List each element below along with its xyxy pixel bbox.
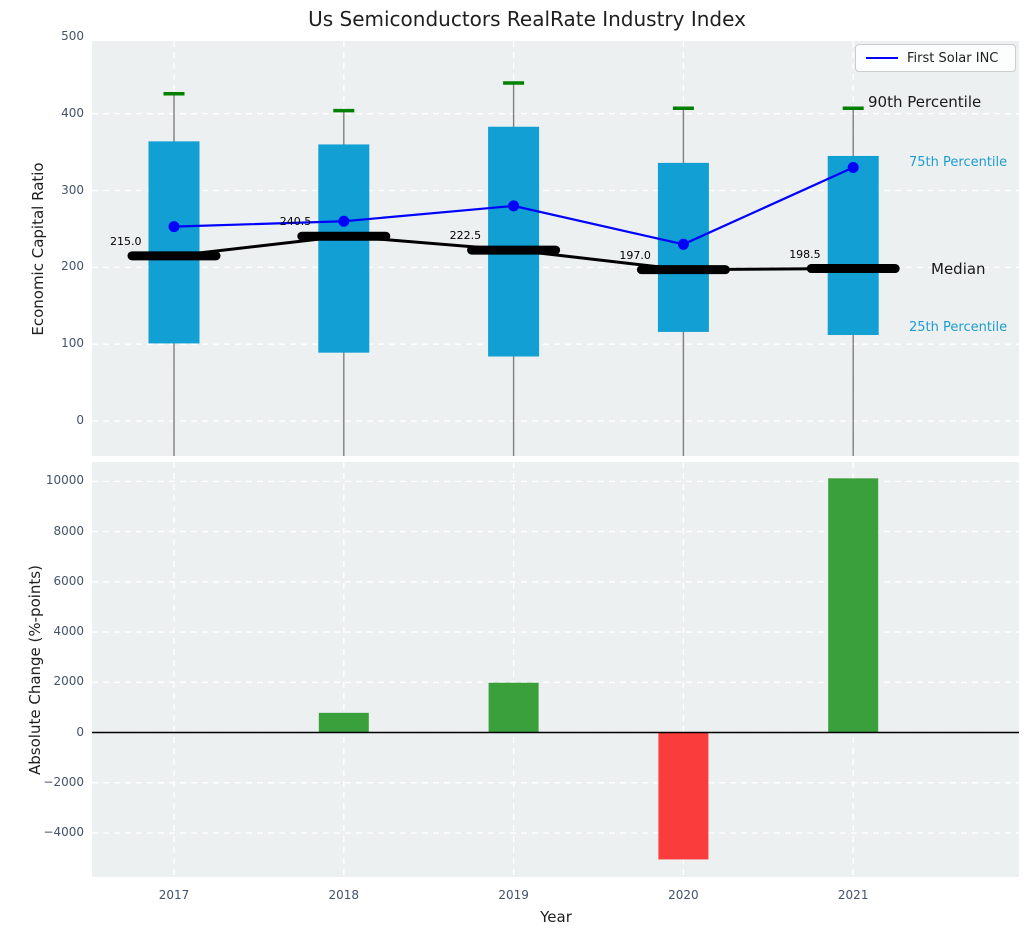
change-bar-2018 xyxy=(318,712,369,733)
first-solar-point-2020 xyxy=(677,238,689,250)
top-ytick-0: 0 xyxy=(76,413,84,428)
change-bar-2021 xyxy=(828,478,879,733)
annotation-90th-percentile: 90th Percentile xyxy=(868,93,982,111)
chart-title: Us Semiconductors RealRate Industry Inde… xyxy=(308,7,746,31)
first-solar-point-2018 xyxy=(338,215,350,227)
top-ytick-300: 300 xyxy=(61,182,84,197)
median-value-label-2018: 240.5 xyxy=(279,215,312,229)
bottom-ytick-4000: 4000 xyxy=(53,624,84,639)
top-y-axis-label: Economic Capital Ratio xyxy=(29,162,47,336)
legend[interactable]: First Solar INC xyxy=(855,44,1016,72)
change-bar-2020 xyxy=(658,732,709,860)
bottom-axes-background xyxy=(92,462,1019,877)
first-solar-point-2017 xyxy=(168,221,180,233)
first-solar-point-2019 xyxy=(508,200,520,212)
bottom-y-axis-label: Absolute Change (%-points) xyxy=(26,565,44,775)
percentile-box-2018 xyxy=(318,144,370,353)
legend-line-sample-icon xyxy=(866,57,898,59)
annotation-median: Median xyxy=(931,260,986,278)
legend-entry-first-solar: First Solar INC xyxy=(907,50,999,66)
bottom-ytick-8000: 8000 xyxy=(53,523,84,538)
bottom-ytick-10000: 10000 xyxy=(45,473,84,488)
top-ytick-200: 200 xyxy=(61,259,84,274)
median-value-label-2021: 198.5 xyxy=(789,247,821,261)
bottom-ytick-6000: 6000 xyxy=(53,573,84,588)
top-ytick-400: 400 xyxy=(61,105,84,120)
percentile-box-2017 xyxy=(148,141,200,344)
annotation-75th-percentile: 75th Percentile xyxy=(909,155,1008,170)
top-ytick-500: 500 xyxy=(61,28,84,43)
annotation-25th-percentile: 25th Percentile xyxy=(909,320,1008,335)
xtick-2021: 2021 xyxy=(837,888,869,902)
percentile-box-2019 xyxy=(488,126,540,357)
x-axis-label: Year xyxy=(540,908,572,926)
change-bar-2019 xyxy=(488,682,539,733)
xtick-2017: 2017 xyxy=(158,888,190,902)
top-ytick-100: 100 xyxy=(61,336,84,351)
xtick-2019: 2019 xyxy=(498,888,529,902)
percentile-box-2021 xyxy=(827,155,879,335)
bottom-ytick--4000: −4000 xyxy=(43,825,84,840)
xtick-2020: 2020 xyxy=(668,888,699,902)
median-value-label-2017: 215.0 xyxy=(110,234,142,248)
bottom-ytick-0: 0 xyxy=(76,724,84,739)
xtick-2018: 2018 xyxy=(328,888,360,902)
median-value-label-2019: 222.5 xyxy=(449,229,482,243)
first-solar-point-2021 xyxy=(847,161,859,173)
median-value-label-2020: 197.0 xyxy=(619,248,651,262)
bottom-ytick-2000: 2000 xyxy=(53,674,84,689)
bottom-ytick--2000: −2000 xyxy=(43,774,84,789)
